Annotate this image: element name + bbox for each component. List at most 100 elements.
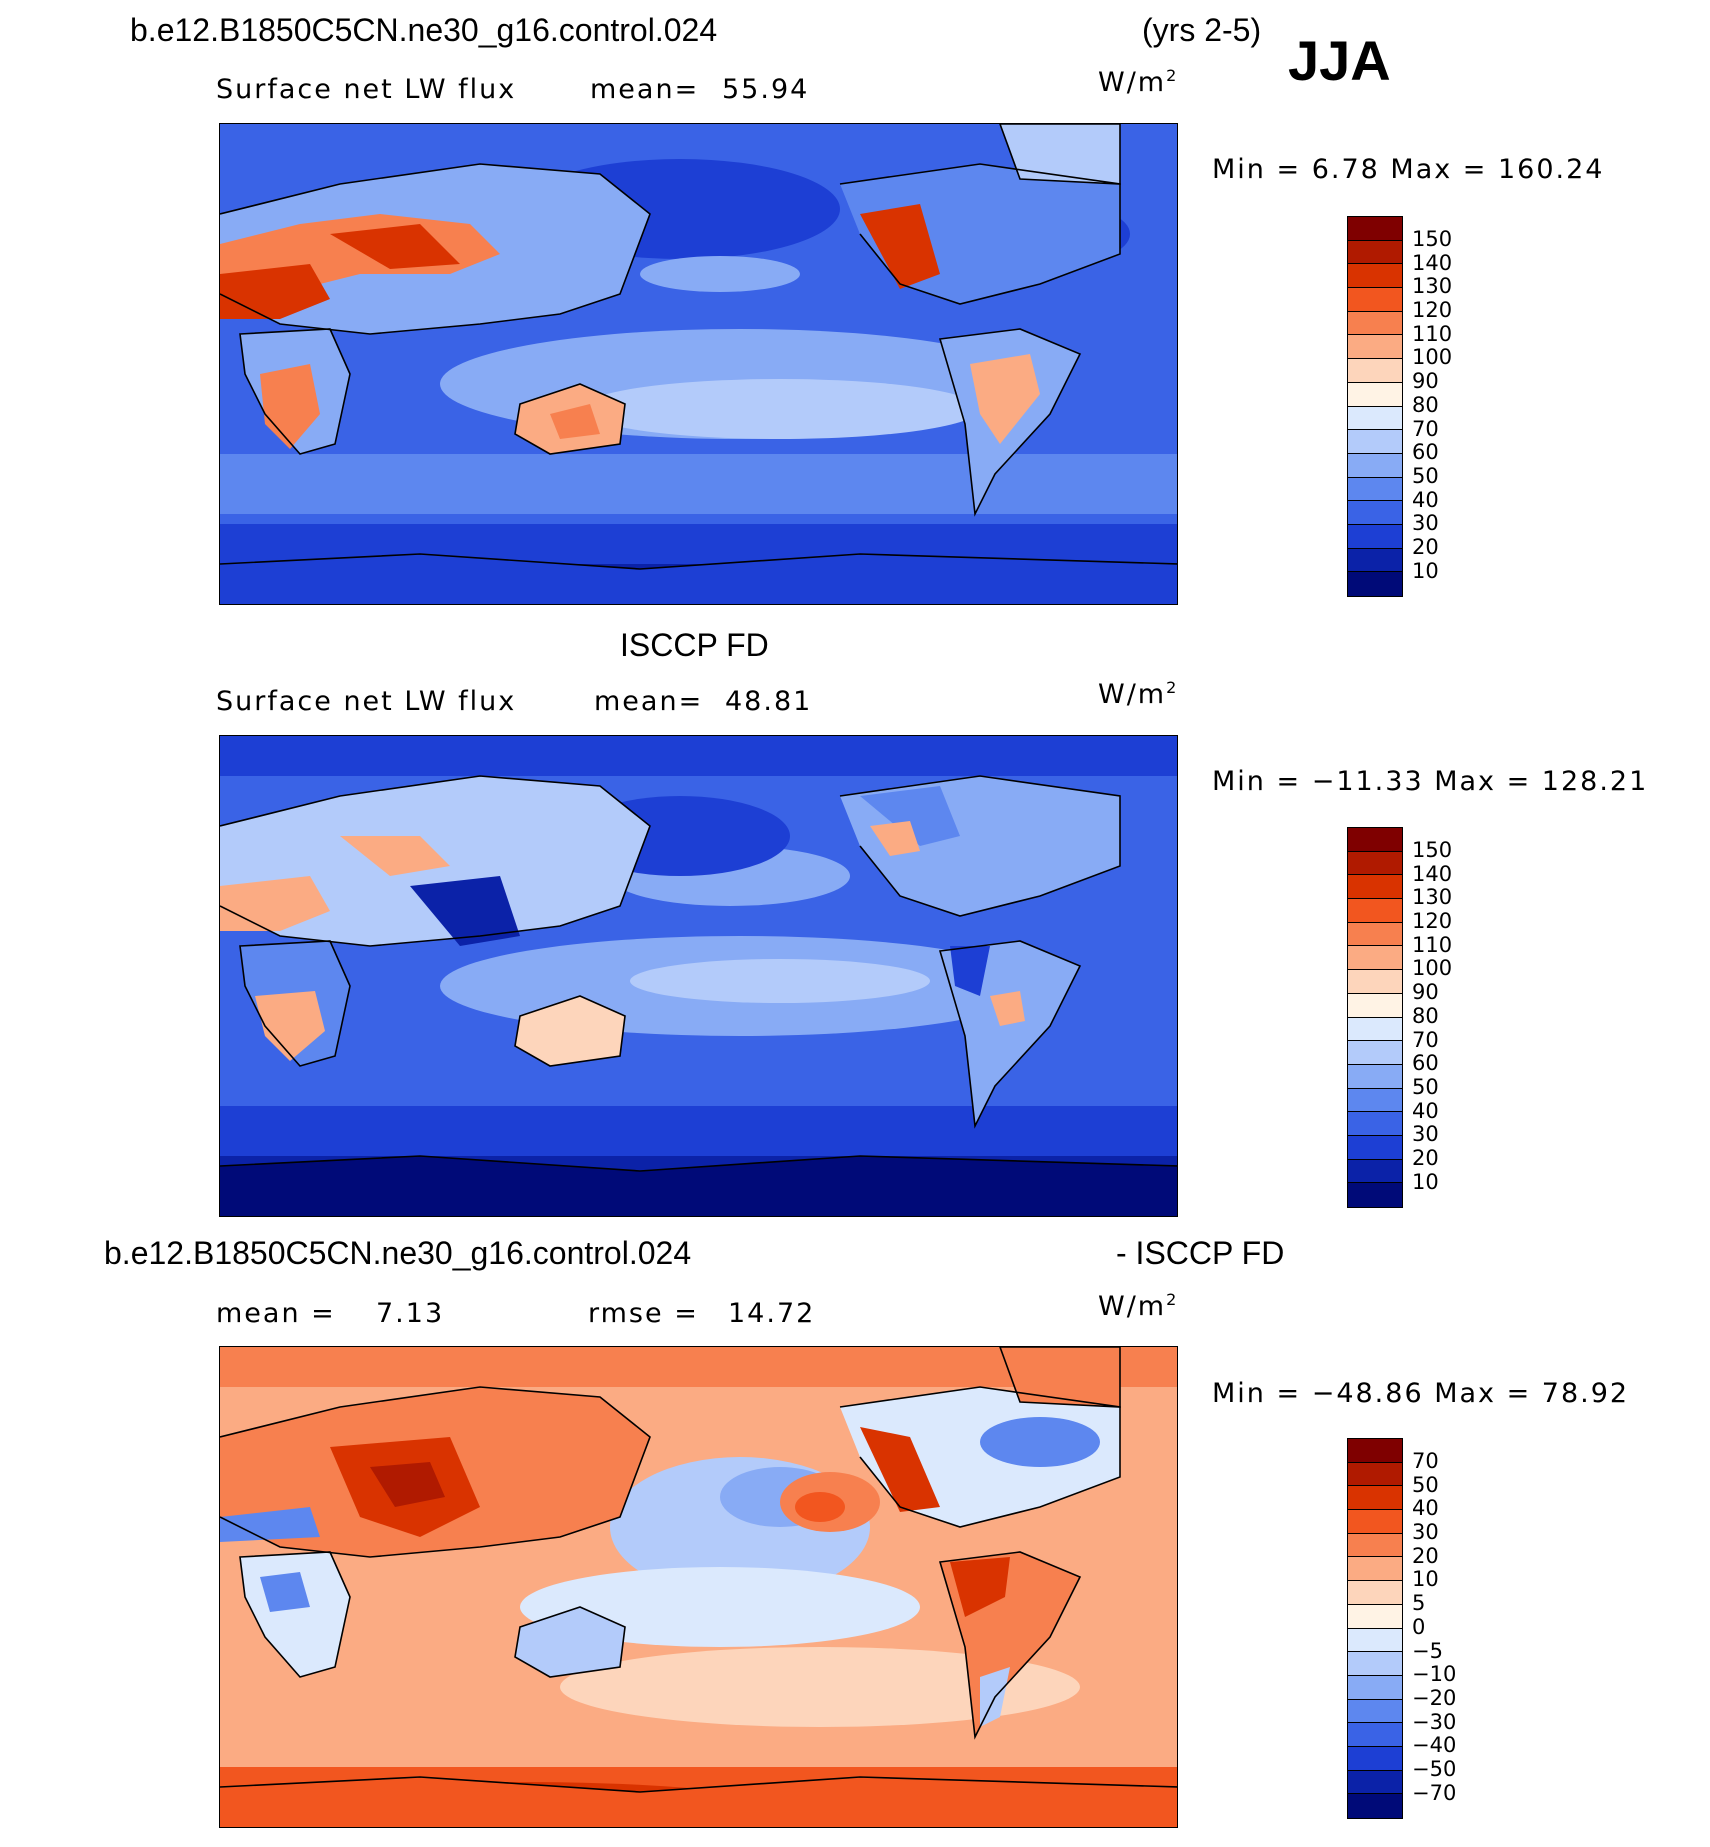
colorbar-segment [1348, 1794, 1402, 1818]
tick-label: 110 [1412, 932, 1453, 957]
tick-label: 50 [1412, 463, 1439, 488]
tick-label: 80 [1412, 392, 1439, 417]
panel1-units: W/m2 [1098, 66, 1179, 98]
colorbar-segment [1348, 477, 1402, 502]
colorbar-segment [1348, 1462, 1402, 1487]
tick-label: 150 [1412, 227, 1453, 251]
colorbar-segment [1348, 1770, 1402, 1795]
tick-label: 20 [1412, 534, 1439, 559]
colorbar-segment [1348, 1017, 1402, 1042]
colorbar-segment [1348, 217, 1402, 241]
tick-label: 120 [1412, 298, 1453, 323]
panel1-colorbar-ticks: 150 140 130 120 110 100 90 80 70 60 50 40 30 20 10 [1412, 227, 1453, 583]
colorbar-segment [1348, 946, 1402, 971]
colorbar-segment [1348, 1183, 1402, 1207]
tick-label: 110 [1412, 321, 1453, 346]
colorbar-segment [1348, 572, 1402, 596]
colorbar-segment [1348, 1041, 1402, 1065]
tick-label: 30 [1412, 1122, 1439, 1147]
panel3-rmse-label: rmse = [588, 1298, 699, 1329]
panel3-minmax: Min = −48.86 Max = 78.92 [1212, 1378, 1630, 1409]
colorbar-segment [1348, 430, 1402, 454]
colorbar-segment [1348, 1581, 1402, 1605]
colorbar-segment [1348, 288, 1402, 312]
tick-label: 140 [1412, 250, 1453, 275]
tick-label: 40 [1412, 1098, 1439, 1123]
tick-label: 70 [1412, 1027, 1439, 1052]
tick-label: 40 [1412, 487, 1439, 512]
tick-label: 130 [1412, 274, 1453, 299]
colorbar-segment [1348, 1064, 1402, 1089]
tick-label: 10 [1412, 558, 1439, 583]
tick-label: −5 [1412, 1638, 1443, 1663]
colorbar-segment [1348, 1723, 1402, 1747]
tick-label: 100 [1412, 345, 1453, 370]
tick-label: 80 [1412, 1003, 1439, 1028]
tick-label: 60 [1412, 440, 1439, 465]
tick-label: 0 [1412, 1614, 1426, 1639]
colorbar-segment [1348, 264, 1402, 289]
colorbar-segment [1348, 335, 1402, 360]
tick-label: −10 [1412, 1662, 1457, 1687]
panel1-minmax: Min = 6.78 Max = 160.24 [1212, 154, 1605, 185]
panel3-title-right: - ISCCP FD [1116, 1235, 1285, 1271]
colorbar-segment [1348, 501, 1402, 525]
panel1-colorbar [1347, 216, 1403, 597]
panel1-map [219, 123, 1178, 605]
tick-label: 10 [1412, 1169, 1439, 1194]
case-title: b.e12.B1850C5CN.ne30_g16.control.024 [130, 12, 718, 48]
tick-label: 10 [1412, 1567, 1439, 1592]
panel3-colorbar-ticks: 70 50 40 30 20 10 5 0 −5 −10 −20 −30 −40 −50 −70 [1412, 1449, 1457, 1805]
panel2-title: ISCCP FD [620, 627, 769, 663]
colorbar-segment [1348, 1439, 1402, 1463]
panel2-map [219, 735, 1178, 1217]
tick-label: 120 [1412, 909, 1453, 934]
panel3-rmse-value: 14.72 [728, 1298, 816, 1329]
panel2-colorbar [1347, 827, 1403, 1208]
tick-label: 150 [1412, 838, 1453, 862]
tick-label: 5 [1412, 1591, 1426, 1616]
colorbar-segment [1348, 453, 1402, 478]
panel2-variable: Surface net LW flux [216, 686, 517, 717]
tick-label: 70 [1412, 416, 1439, 441]
panel3-units: W/m2 [1098, 1290, 1179, 1322]
panel3-mean-value: 7.13 [376, 1298, 445, 1329]
tick-label: 130 [1412, 885, 1453, 910]
panel2-mean-value: 48.81 [725, 686, 813, 717]
panel3-map [219, 1346, 1178, 1828]
colorbar-segment [1348, 1510, 1402, 1534]
tick-label: 70 [1412, 1449, 1439, 1473]
tick-label: 40 [1412, 1496, 1439, 1521]
panel2-minmax: Min = −11.33 Max = 128.21 [1212, 766, 1649, 797]
colorbar-segment [1348, 875, 1402, 900]
panel1-mean-value: 55.94 [722, 74, 810, 105]
tick-label: −40 [1412, 1733, 1457, 1758]
colorbar-segment [1348, 311, 1402, 336]
colorbar-segment [1348, 851, 1402, 876]
colorbar-segment [1348, 1486, 1402, 1511]
colorbar-segment [1348, 1675, 1402, 1700]
colorbar-segment [1348, 1112, 1402, 1136]
colorbar-segment [1348, 548, 1402, 573]
tick-label: 50 [1412, 1074, 1439, 1099]
season-label: JJA [1288, 29, 1391, 92]
tick-label: 60 [1412, 1051, 1439, 1076]
years-label: (yrs 2-5) [1142, 12, 1262, 48]
colorbar-segment [1348, 524, 1402, 549]
tick-label: 20 [1412, 1543, 1439, 1568]
colorbar-segment [1348, 1159, 1402, 1184]
panel2-units: W/m2 [1098, 678, 1179, 710]
tick-label: 90 [1412, 980, 1439, 1005]
colorbar-segment [1348, 1135, 1402, 1160]
panel1-mean-label: mean= [590, 74, 700, 105]
tick-label: 20 [1412, 1145, 1439, 1170]
tick-label: 140 [1412, 861, 1453, 886]
tick-label: −70 [1412, 1780, 1457, 1805]
tick-label: 30 [1412, 1520, 1439, 1545]
panel2-colorbar-ticks: 150 140 130 120 110 100 90 80 70 60 50 40 30 20 10 [1412, 838, 1453, 1194]
panel3-colorbar [1347, 1438, 1403, 1819]
colorbar-segment [1348, 899, 1402, 923]
panel3-title-left: b.e12.B1850C5CN.ne30_g16.control.024 [104, 1235, 692, 1271]
colorbar-segment [1348, 240, 1402, 265]
colorbar-segment [1348, 828, 1402, 852]
